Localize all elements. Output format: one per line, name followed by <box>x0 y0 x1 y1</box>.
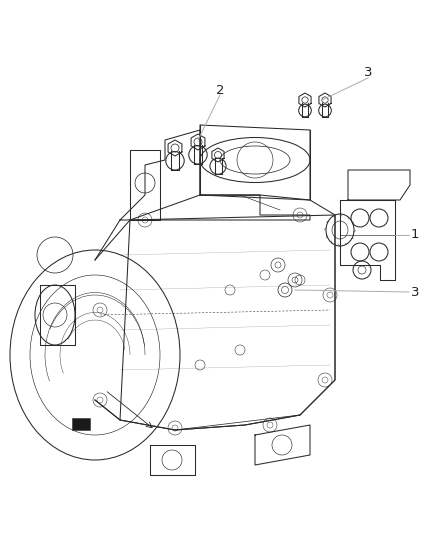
Text: 1: 1 <box>411 229 419 241</box>
Text: 3: 3 <box>411 286 419 298</box>
Polygon shape <box>72 418 90 430</box>
Text: 3: 3 <box>364 66 372 78</box>
Text: 2: 2 <box>216 84 224 96</box>
